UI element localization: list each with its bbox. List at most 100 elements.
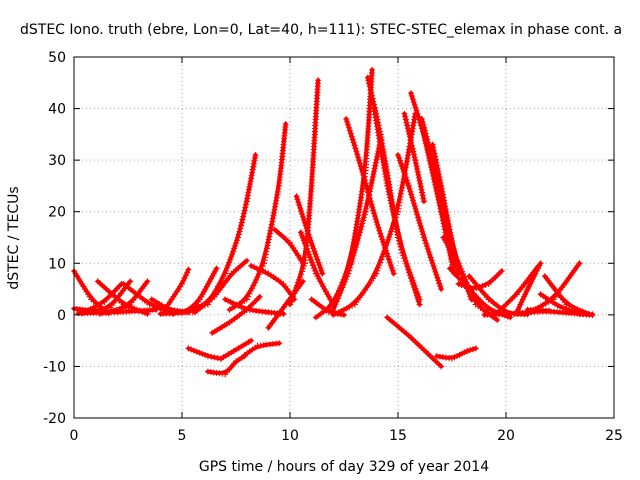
data-point [420,231,427,238]
data-point [419,192,426,199]
data-point [396,199,403,206]
data-point [377,259,384,266]
data-point [350,252,357,259]
data-point [295,279,302,286]
data-point [200,288,207,295]
data-point [517,301,524,308]
y-axis-label: dSTEC / TECUs [6,186,22,289]
data-point [531,273,538,280]
data-point [248,172,255,179]
data-point [309,262,316,269]
data-point [364,186,371,193]
data-point [335,309,342,316]
data-point [216,280,223,287]
series-28 [330,136,384,313]
data-point [410,280,417,287]
data-point [371,165,378,172]
data-point [401,110,408,117]
data-point [351,249,358,256]
data-point [365,77,372,84]
data-point [318,280,325,287]
data-point [282,121,289,128]
data-point [198,293,205,300]
data-point [205,280,212,287]
data-point [242,204,249,211]
data-point [379,236,386,243]
data-point [349,255,356,262]
data-point [331,303,338,310]
data-point [240,213,247,220]
data-point [185,266,192,273]
data-point [373,156,380,163]
data-point [293,285,300,292]
series-42 [455,268,505,293]
data-point [387,262,394,269]
data-point [369,176,376,183]
data-point [404,263,411,270]
data-point [315,275,322,282]
data-point [238,222,245,229]
data-point [417,183,424,190]
x-axis-label: GPS time / hours of day 329 of year 2014 [199,459,489,475]
data-point [405,182,412,189]
data-point [443,212,450,219]
data-point [521,293,527,300]
data-point [310,265,317,272]
data-point [470,296,477,303]
data-point [389,206,396,213]
series-25 [297,229,337,308]
data-point [436,280,443,287]
data-point [270,212,277,219]
data-point [357,226,364,233]
data-point [230,248,237,255]
data-point [196,296,203,303]
data-point [357,163,364,170]
data-point [409,194,416,201]
data-point [416,301,423,308]
data-point [419,118,426,125]
data-point [399,184,406,191]
data-point [411,282,418,289]
data-point [456,351,463,358]
data-point [407,188,414,195]
data-point [421,127,428,134]
data-point [446,223,453,230]
data-point [456,263,463,270]
data-point [311,267,318,274]
data-point [234,237,241,244]
data-point [243,296,250,303]
data-point [377,230,384,237]
y-tick-label: 20 [48,205,66,221]
data-point [366,195,373,202]
data-point [420,234,427,241]
data-point [397,193,404,200]
data-point [589,311,596,318]
data-point [409,277,416,284]
data-point [461,349,468,356]
data-point [202,286,209,293]
x-tick-label: 25 [605,428,623,444]
data-point [244,195,251,202]
data-point [345,124,352,131]
data-point [320,283,327,290]
data-point [403,177,410,184]
data-point [190,305,197,312]
data-point [410,151,417,158]
data-point [306,254,313,261]
data-point [374,267,381,274]
data-point [398,163,405,170]
data-point [467,347,473,354]
data-point [434,274,441,281]
data-point [390,222,397,229]
data-point [407,271,414,278]
data-point [245,293,252,300]
data-point [418,225,425,232]
data-point [268,221,275,228]
data-point [370,207,377,214]
data-point [397,196,404,203]
data-point [436,353,443,360]
y-tick-label: 10 [48,256,66,272]
data-point [406,269,413,276]
data-point [362,208,369,215]
data-point [188,346,195,353]
